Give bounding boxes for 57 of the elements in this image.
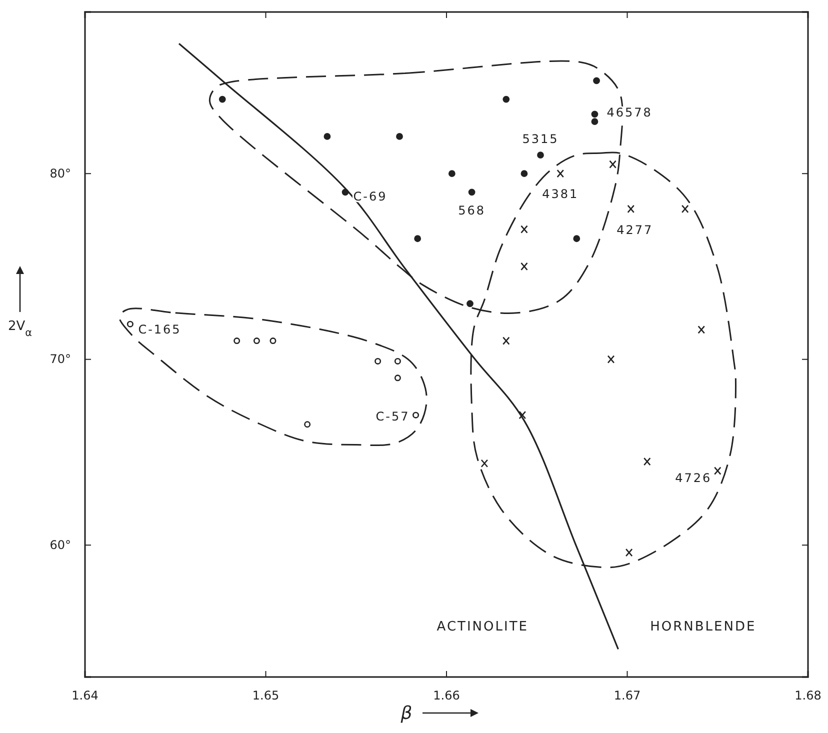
x-tick-label: 1.65	[252, 688, 280, 703]
point	[573, 235, 580, 242]
point	[591, 118, 598, 126]
point	[518, 410, 526, 420]
annotation: 5315	[522, 132, 559, 146]
point	[412, 412, 420, 418]
y-axis-title: 2V$_{α}$	[8, 319, 32, 339]
point	[520, 262, 528, 271]
annotation: ACTINOLITE	[436, 619, 529, 634]
point	[448, 170, 456, 178]
annotation: 568	[458, 203, 486, 218]
point	[609, 160, 616, 168]
point	[520, 170, 528, 178]
point	[681, 204, 689, 214]
point	[126, 320, 134, 328]
point	[394, 358, 401, 364]
y-tick-label: 70°	[50, 352, 71, 366]
annotation: HORNBLENDE	[650, 619, 756, 634]
annotation: 4277	[616, 223, 654, 238]
x-tick-label: 1.66	[433, 688, 460, 703]
point	[537, 152, 544, 158]
point	[396, 133, 403, 140]
point	[625, 548, 633, 557]
point	[234, 338, 240, 344]
point	[643, 457, 651, 466]
annotation: 4726	[675, 471, 712, 486]
point	[324, 133, 331, 140]
annotation: C-57	[376, 409, 410, 424]
y-tick-label: 80°	[50, 166, 71, 180]
point	[593, 77, 600, 84]
point	[607, 355, 615, 364]
point	[466, 300, 474, 308]
annotation: C-165	[138, 322, 182, 336]
x-tick-label: 1.67	[614, 688, 641, 703]
x-tick-label: 1.68	[794, 688, 822, 703]
x-axis-title: β	[400, 703, 412, 724]
point	[714, 466, 722, 475]
annotation: C-69	[353, 189, 388, 204]
point	[502, 336, 510, 345]
point	[394, 374, 401, 382]
point	[591, 110, 598, 118]
point	[270, 338, 276, 344]
point	[698, 325, 706, 334]
point	[468, 188, 476, 196]
point	[627, 204, 635, 214]
point	[374, 358, 382, 364]
point	[414, 235, 422, 242]
point	[502, 96, 510, 103]
point	[253, 338, 260, 344]
point	[218, 96, 226, 103]
point	[520, 225, 528, 234]
point	[556, 169, 564, 178]
x-tick-label: 1.64	[72, 688, 98, 703]
y-tick-label: 60°	[50, 538, 71, 552]
point	[480, 459, 488, 468]
point	[304, 421, 311, 428]
annotation: 4381	[542, 186, 579, 201]
